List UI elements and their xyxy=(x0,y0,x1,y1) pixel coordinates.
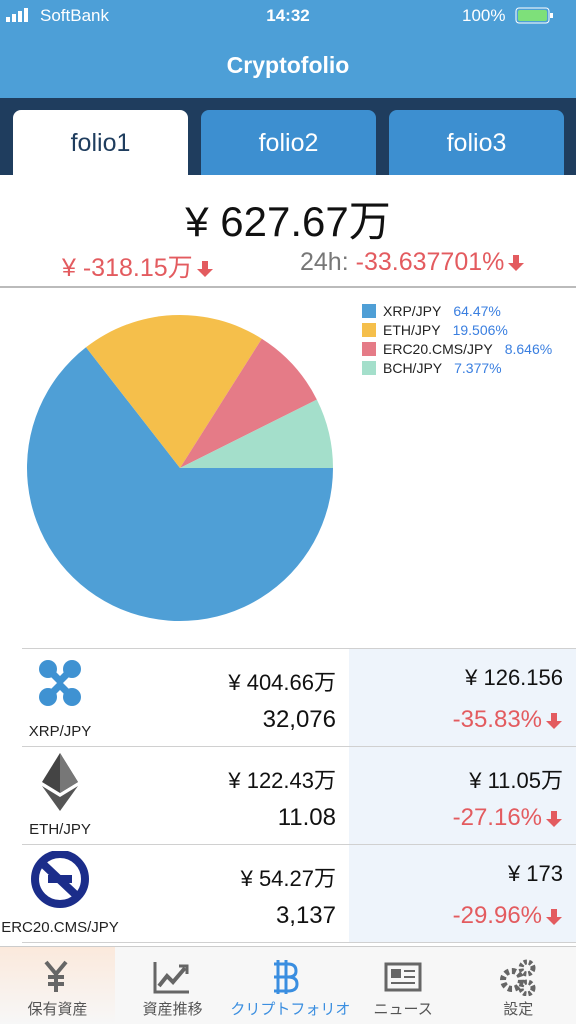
coin-price: ¥ 11.05万 xyxy=(469,768,563,793)
folio-tab[interactable]: folio1 xyxy=(13,110,188,175)
legend-value: 19.506% xyxy=(453,322,508,338)
down-arrow xyxy=(196,261,213,278)
legend-value: 64.47% xyxy=(453,303,500,319)
app-header xyxy=(0,0,576,98)
tab-icon xyxy=(44,960,68,992)
legend-label: ETH/JPY xyxy=(383,322,441,338)
change-label: 24h: xyxy=(300,248,349,276)
tab-icon xyxy=(499,959,536,996)
coin-name: ERC20.CMS/JPY xyxy=(1,919,119,936)
holding-row[interactable]: ERC20.CMS/JPY ¥ 54.27万 3,137 ¥ 173 -29.96% xyxy=(1,844,576,942)
pie-slice xyxy=(180,399,333,468)
holding-value: ¥ 54.27万 xyxy=(240,866,336,891)
holding-amount: 32,076 xyxy=(262,706,336,733)
legend-swatch xyxy=(362,342,376,356)
tab-bar-item[interactable]: 保有資産 xyxy=(27,1001,88,1018)
holding-row[interactable]: XRP/JPY ¥ 404.66万 32,076 ¥ 126.156 -35.83% xyxy=(22,648,576,746)
coin-icon xyxy=(39,660,81,706)
change-text: -29.96% xyxy=(452,902,542,929)
tab-icon xyxy=(274,960,299,994)
folio-tab[interactable]: folio3 xyxy=(389,110,564,175)
price-cell-bg xyxy=(349,649,576,746)
pie-chart: XRP/JPY 64.47% ETH/JPY 19.506% ERC20.CMS/JPY… xyxy=(26,303,552,621)
legend-label: BCH/JPY xyxy=(383,360,443,376)
separator xyxy=(0,286,576,288)
coin-icon xyxy=(42,753,78,811)
time: 14:32 xyxy=(266,6,310,25)
pie-slice xyxy=(180,338,317,468)
tab-bar-item[interactable]: 設定 xyxy=(503,1001,534,1018)
signal-icon xyxy=(6,8,28,22)
change-text: -33.637701% xyxy=(355,248,505,276)
coin-icon xyxy=(31,851,89,908)
profit: ¥ -318.15万 xyxy=(62,248,214,284)
battery-icon xyxy=(515,7,553,24)
legend-label: XRP/JPY xyxy=(383,303,442,319)
battery-text: 100% xyxy=(462,6,506,25)
change-24h: 24h: -33.637701% xyxy=(300,248,525,277)
folio-tab[interactable]: folio2 xyxy=(201,110,376,175)
change-text: -27.16% xyxy=(452,804,542,831)
profit-text: ¥ -318.15万 xyxy=(62,254,193,282)
tab-bar-item[interactable]: ニュース xyxy=(373,1001,433,1018)
legend-swatch xyxy=(362,304,376,318)
holding-value: ¥ 404.66万 xyxy=(228,670,336,695)
price-change: -35.83% xyxy=(453,706,563,734)
coin-name: XRP/JPY xyxy=(28,723,92,740)
down-arrow xyxy=(508,255,525,272)
price-cell-bg xyxy=(349,747,576,844)
tab-icon xyxy=(153,962,190,994)
holding-value: ¥ 122.43万 xyxy=(228,768,336,793)
legend-value: 8.646% xyxy=(505,341,552,357)
pie-slice xyxy=(86,315,262,468)
holding-amount: 3,137 xyxy=(275,902,336,929)
pie-slice xyxy=(26,347,334,621)
holding-row[interactable]: ETH/JPY ¥ 122.43万 11.08 ¥ 11.05万 -27.16% xyxy=(22,746,576,844)
tab-icon xyxy=(384,962,422,992)
total-value: ¥ 627.67万 xyxy=(185,198,391,245)
holding-amount: 11.08 xyxy=(277,804,336,831)
down-arrow xyxy=(546,712,562,729)
down-arrow xyxy=(546,908,562,925)
tab-bar-item[interactable]: 資産推移 xyxy=(142,1001,203,1018)
price-change: -27.16% xyxy=(453,804,563,832)
carrier: SoftBank xyxy=(40,6,109,25)
legend-value: 7.377% xyxy=(454,360,501,376)
price-cell-bg xyxy=(349,845,576,942)
tab-bar-item[interactable]: クリプトフォリオ xyxy=(230,1001,351,1018)
coin-price: ¥ 126.156 xyxy=(465,665,563,690)
legend-swatch xyxy=(362,361,376,375)
price-change: -29.96% xyxy=(453,902,563,930)
coin-price: ¥ 173 xyxy=(507,861,563,886)
legend-label: ERC20.CMS/JPY xyxy=(383,341,493,357)
row-end xyxy=(22,942,576,943)
change-text: -35.83% xyxy=(452,706,542,733)
coin-name: ETH/JPY xyxy=(29,821,91,838)
down-arrow xyxy=(546,810,562,827)
legend-swatch xyxy=(362,323,376,337)
app-title: Cryptofolio xyxy=(226,52,350,78)
